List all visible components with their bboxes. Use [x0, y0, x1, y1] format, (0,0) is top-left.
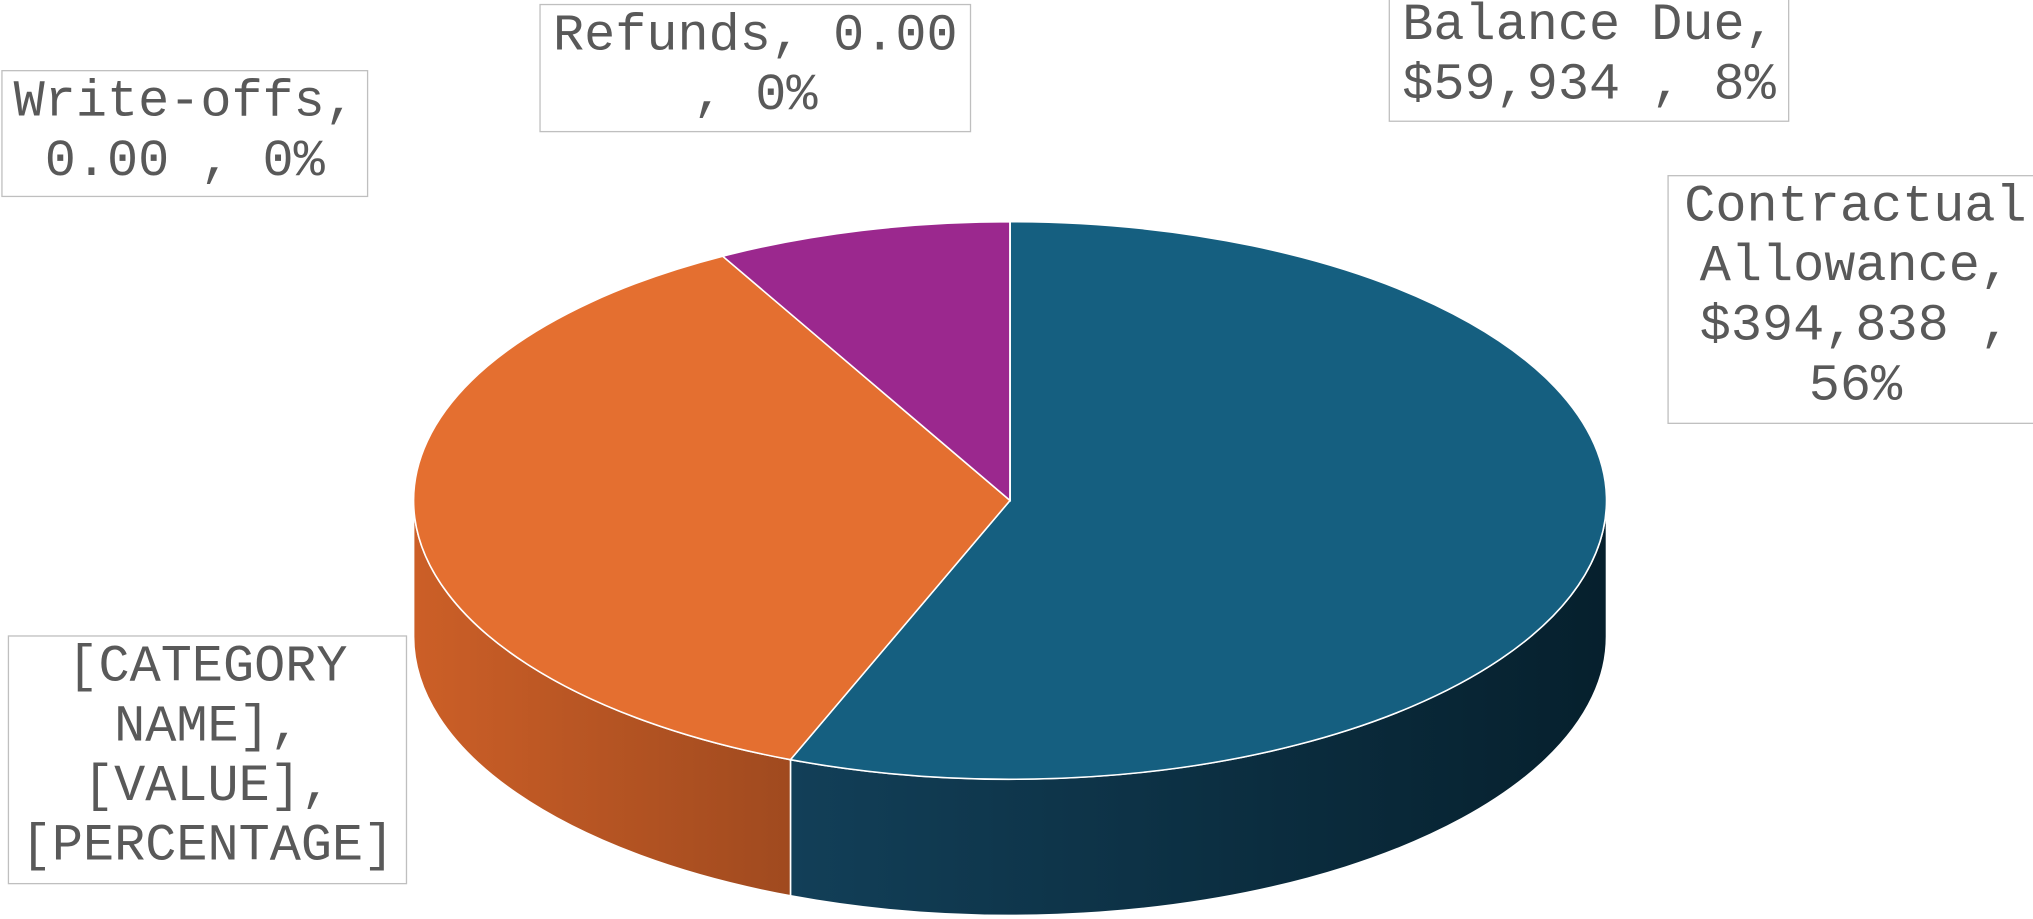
data-label: Write-offs, 0.00 , 0% [1, 70, 369, 198]
slice [412, 255, 1012, 761]
slice [721, 220, 1011, 503]
data-label: Contractual Allowance, $394,838 , 56% [1667, 175, 2033, 424]
data-label: Refunds, 0.00 , 0% [539, 3, 972, 133]
data-label: Balance Due, $59,934 , 8% [1388, 0, 1790, 122]
data-label: [CATEGORY NAME], [VALUE], [PERCENTAGE] [7, 635, 408, 885]
slice [789, 220, 1608, 781]
